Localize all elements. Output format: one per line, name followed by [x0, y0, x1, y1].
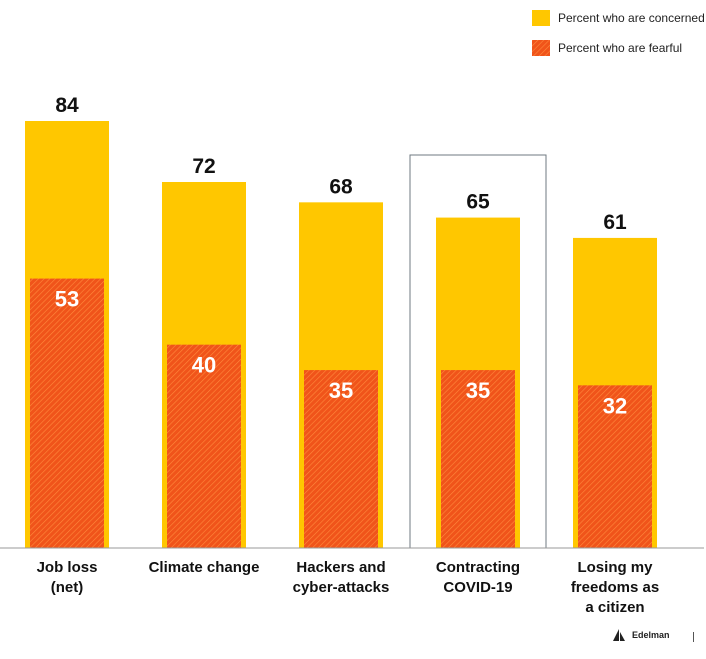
data-label-concerned: 65 [466, 191, 490, 214]
legend-label-fearful: Percent who are fearful [558, 41, 683, 55]
bar-fearful [30, 278, 104, 548]
legend-item-concerned: Percent who are concerned [532, 10, 705, 26]
bar-fearful [167, 344, 241, 548]
bar-fearful [304, 370, 378, 548]
bar-fearful [578, 385, 652, 548]
data-label-fearful: 40 [192, 353, 216, 378]
category-label: Job loss (net) [37, 559, 98, 596]
bar-fearful [441, 370, 515, 548]
legend-swatch-concerned [532, 10, 550, 26]
category-label: Losing my freedoms as a citizen [571, 559, 659, 616]
data-label-concerned: 68 [329, 175, 353, 198]
data-label-fearful: 35 [466, 378, 490, 403]
category-label: Contracting COVID-19 [436, 559, 520, 596]
legend: Percent who are concerned Percent who ar… [532, 10, 705, 56]
category-label: Climate change [149, 559, 260, 576]
data-label-concerned: 72 [192, 155, 215, 178]
brand-logo: Edelman [612, 628, 670, 642]
data-label-concerned: 84 [55, 94, 79, 117]
legend-label-concerned: Percent who are concerned [558, 11, 705, 25]
legend-item-fearful: Percent who are fearful [532, 40, 705, 56]
legend-swatch-fearful [532, 40, 550, 56]
data-label-fearful: 32 [603, 393, 627, 418]
data-label-concerned: 61 [603, 211, 627, 234]
edelman-logo-icon [613, 629, 625, 641]
brand-name: Edelman [632, 630, 670, 640]
data-label-fearful: 35 [329, 378, 353, 403]
data-label-fearful: 53 [55, 287, 79, 312]
category-label: Hackers and cyber-attacks [293, 559, 390, 596]
slide-marker [693, 632, 694, 642]
